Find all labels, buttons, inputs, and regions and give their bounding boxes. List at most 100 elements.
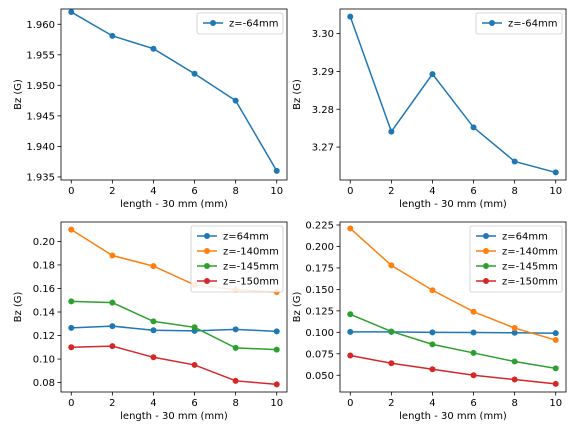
data-point [232,377,239,384]
data-point [470,124,477,131]
legend: z=64mm z=-140mm z=-145mm z=-150mm [469,225,563,293]
legend-swatch-marker [483,233,489,239]
data-point [109,32,116,39]
legend-label: z=64mm [502,232,548,243]
data-point [68,9,75,16]
data-point [347,13,354,20]
x-tick-label: 4 [429,186,435,197]
x-axis-label: length - 30 mm (mm) [399,411,507,422]
y-tick-label: 1.950 [26,81,55,92]
x-axis-label: length - 30 mm (mm) [120,411,228,422]
y-tick-label: 3.29 [312,67,334,78]
x-tick-label: 10 [549,186,562,197]
y-tick-label: 0.12 [33,331,55,342]
data-point [511,325,518,332]
y-tick-label: 3.30 [312,29,334,40]
y-tick-label: 0.20 [33,237,55,248]
y-tick-label: 1.940 [26,142,55,153]
data-point [150,318,157,325]
legend-label: z=64mm [223,232,269,243]
data-point [273,328,280,335]
legend-box [190,225,284,293]
y-tick-label: 0.08 [33,378,55,389]
data-point [347,352,354,359]
x-tick-label: 10 [270,186,283,197]
y-tick-label: 0.14 [33,308,55,319]
data-point [552,337,559,344]
series-line-1 [70,11,278,172]
y-axis-label: Bz (G) [13,79,24,110]
data-point [470,372,477,379]
x-tick-label: 8 [511,398,517,409]
y-tick-label: 0.175 [305,263,334,274]
legend-label: z=-150mm [502,277,558,288]
x-axis-label: length - 30 mm (mm) [399,199,507,210]
axes-frame [60,8,288,181]
data-point [273,346,280,353]
x-tick-label: 4 [150,398,156,409]
series-line-4 [71,345,277,386]
x-tick-label: 2 [388,398,394,409]
x-tick-label: 6 [191,398,197,409]
data-point [388,128,395,135]
y-tick-label: 0.225 [305,221,334,232]
x-tick-label: 6 [191,186,197,197]
data-point [232,344,239,351]
legend-swatch-marker [204,233,210,239]
data-point [511,158,518,165]
chart-panel-2: 0 2 4 6 8 10 3.27 3.28 3.29 3.30 length - 30 mm (m… [292,8,567,210]
data-point [429,71,436,78]
x-tick-label: 8 [232,186,238,197]
data-point [429,329,436,336]
y-tick-label: 3.27 [312,143,334,154]
x-tick-label: 10 [549,398,562,409]
legend-label: z=-64mm [229,19,278,30]
legend: z=-64mm [475,12,563,35]
legend-swatch-marker [204,248,210,254]
x-axis-label: length - 30 mm (mm) [120,199,228,210]
data-point [232,97,239,104]
data-point [552,169,559,176]
data-point [150,327,157,334]
legend-label: z=-150mm [223,277,279,288]
series-line-2 [349,227,556,341]
x-tick-label: 2 [109,398,115,409]
data-point [109,299,116,306]
legend-swatch-marker [483,263,489,269]
data-point [109,323,116,330]
series-line-3 [71,300,277,351]
legend: z=64mm z=-140mm z=-145mm z=-150mm [190,225,284,293]
data-point [429,287,436,294]
data-point [511,376,518,383]
x-tick-label: 10 [270,398,283,409]
data-point [109,343,116,350]
legend: z=-64mm [196,12,284,35]
data-point [347,311,354,318]
x-tick-label: 8 [511,186,517,197]
x-tick-label: 6 [470,186,476,197]
y-tick-label: 1.935 [26,172,55,183]
data-point [68,226,75,233]
data-point [429,366,436,373]
axes-frame [339,8,567,181]
y-tick-label: 0.050 [305,371,334,382]
x-tick-label: 0 [347,398,353,409]
data-point [68,344,75,351]
data-point [273,167,280,174]
data-point [388,328,395,335]
data-point [191,361,198,368]
data-point [470,329,477,336]
chart-panel-3: 0 2 4 6 8 10 0.08 0.10 0.12 0.14 0.16 0.18 0.20 lengt… [13,221,288,422]
y-axis-label: Bz (G) [292,79,303,110]
y-tick-label: 0.125 [305,306,334,317]
data-point [388,262,395,269]
series-line-1 [350,331,556,334]
data-point [150,354,157,361]
chart-panel-4: 0 2 4 6 8 10 0.050 0.075 0.100 0.125 0.150 0.175 0.2… [292,221,567,422]
y-tick-label: 3.28 [312,105,334,116]
legend-label: z=-64mm [508,19,557,30]
x-tick-label: 2 [388,186,394,197]
axes-frame [339,221,567,393]
legend-swatch-marker [483,248,489,254]
